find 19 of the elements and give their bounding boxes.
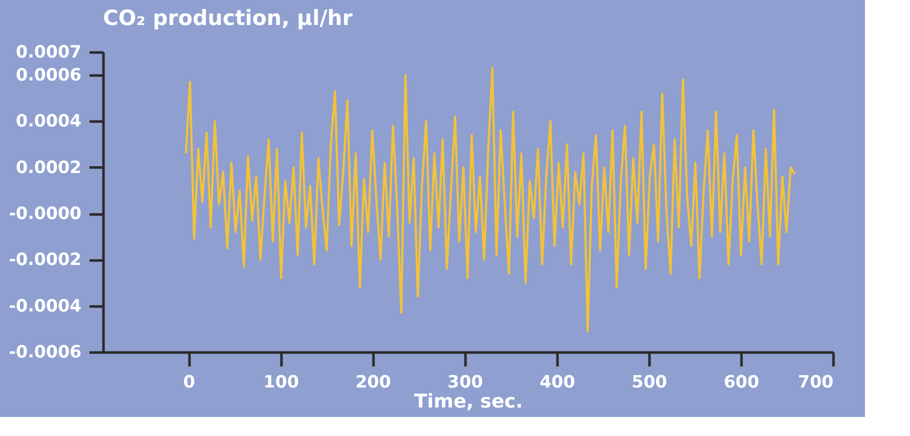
x-tick-label: 700: [798, 372, 834, 392]
x-tick-label: 200: [355, 372, 392, 392]
chart-title: CO₂ production, µl/hr: [103, 6, 354, 30]
y-tick-label: -0.0000: [8, 204, 82, 224]
y-tick-label: -0.0006: [8, 342, 82, 362]
y-tick-label: 0.0002: [16, 158, 82, 178]
y-tick-label: -0.0004: [8, 296, 82, 316]
y-tick-label: 0.0004: [16, 112, 82, 132]
x-tick-label: 600: [724, 372, 760, 392]
y-tick-label: 0.0007: [16, 42, 82, 62]
x-tick-label: 500: [632, 372, 668, 392]
x-tick-label: 400: [540, 372, 576, 392]
x-axis-title: Time, sec.: [414, 390, 523, 412]
y-tick-label: 0.0006: [16, 66, 82, 86]
x-tick-label: 300: [448, 372, 484, 392]
x-tick-label: 100: [263, 372, 300, 392]
line-series: [184, 67, 796, 332]
y-tick-label: -0.0002: [8, 250, 82, 270]
x-tick-label: 0: [183, 372, 196, 392]
